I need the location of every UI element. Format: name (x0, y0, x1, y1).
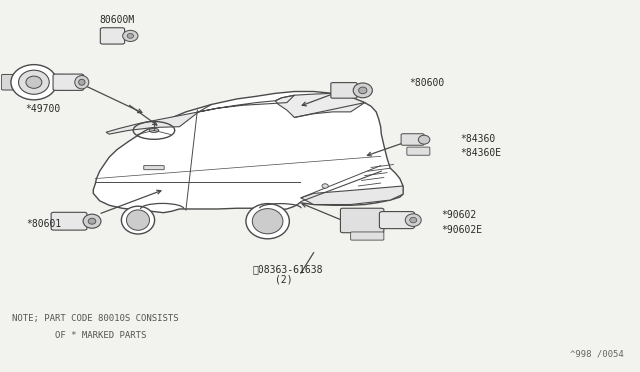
FancyBboxPatch shape (144, 166, 164, 170)
Ellipse shape (127, 33, 134, 38)
Polygon shape (275, 93, 365, 118)
Ellipse shape (419, 135, 430, 144)
Ellipse shape (410, 217, 417, 223)
Text: *90602E: *90602E (442, 225, 483, 235)
Text: ^998 /0054: ^998 /0054 (570, 349, 623, 359)
Ellipse shape (322, 184, 328, 188)
Polygon shape (106, 112, 198, 134)
FancyBboxPatch shape (380, 212, 415, 229)
Ellipse shape (358, 87, 367, 94)
Ellipse shape (405, 214, 421, 227)
Polygon shape (93, 92, 403, 213)
Text: NOTE; PART CODE 80010S CONSISTS: NOTE; PART CODE 80010S CONSISTS (12, 314, 179, 323)
Polygon shape (301, 186, 403, 205)
Text: (2): (2) (275, 275, 293, 284)
Ellipse shape (246, 203, 289, 239)
FancyBboxPatch shape (331, 83, 357, 98)
Text: *84360: *84360 (461, 134, 496, 144)
FancyBboxPatch shape (51, 212, 87, 230)
Ellipse shape (19, 70, 49, 94)
FancyBboxPatch shape (407, 147, 430, 155)
FancyBboxPatch shape (100, 28, 125, 44)
Text: 80600M: 80600M (100, 15, 135, 25)
Text: Ⓢ08363-61638: Ⓢ08363-61638 (253, 264, 323, 274)
Ellipse shape (149, 128, 159, 132)
Ellipse shape (88, 218, 96, 224)
Text: *80601: *80601 (26, 219, 61, 229)
FancyBboxPatch shape (1, 74, 18, 90)
Ellipse shape (75, 76, 89, 89)
Ellipse shape (122, 206, 155, 234)
Ellipse shape (353, 83, 372, 98)
Ellipse shape (252, 209, 283, 234)
Ellipse shape (83, 214, 101, 228)
Ellipse shape (11, 65, 57, 100)
Text: *49700: *49700 (25, 104, 60, 114)
Text: OF * MARKED PARTS: OF * MARKED PARTS (12, 331, 147, 340)
Ellipse shape (79, 79, 85, 85)
Text: *90602: *90602 (442, 209, 477, 219)
Ellipse shape (123, 31, 138, 41)
FancyBboxPatch shape (53, 74, 84, 90)
Ellipse shape (26, 76, 42, 88)
Ellipse shape (127, 210, 150, 230)
Text: *84360E: *84360E (461, 148, 502, 158)
FancyBboxPatch shape (401, 134, 424, 145)
FancyBboxPatch shape (340, 208, 384, 233)
FancyBboxPatch shape (351, 232, 384, 240)
FancyBboxPatch shape (50, 74, 67, 90)
Text: *80600: *80600 (410, 78, 445, 88)
